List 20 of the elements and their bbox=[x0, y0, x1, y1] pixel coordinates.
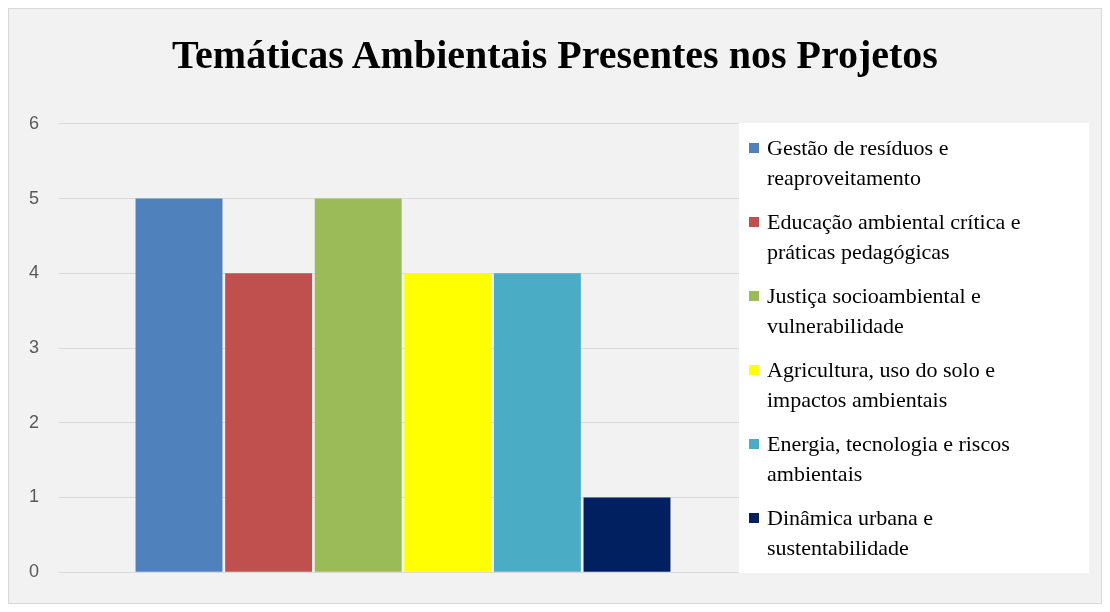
bar bbox=[314, 198, 402, 572]
bar bbox=[135, 198, 223, 572]
legend-label: Gestão de resíduos e reaproveitamento bbox=[767, 134, 950, 192]
legend-label: Justiça socioambiental e vulnerabilidade bbox=[767, 282, 982, 340]
y-tick-label: 0 bbox=[29, 561, 40, 582]
y-tick-label: 1 bbox=[29, 486, 40, 507]
y-tick-label: 3 bbox=[29, 336, 40, 357]
y-tick-label: 4 bbox=[29, 262, 40, 283]
legend-label: Energia, tecnologia e riscos ambientais bbox=[767, 430, 1011, 488]
legend-label: Dinâmica urbana e sustentabilidade bbox=[767, 504, 935, 562]
bar bbox=[225, 273, 313, 572]
legend-label: Agricultura, uso do solo e impactos ambientais bbox=[767, 356, 996, 414]
y-tick-label: 5 bbox=[29, 187, 40, 208]
bar bbox=[583, 497, 671, 572]
bar bbox=[404, 273, 492, 572]
legend-label: Educação ambiental crítica e práticas pedagógicas bbox=[767, 208, 1022, 266]
y-tick-label: 6 bbox=[29, 112, 40, 133]
bar bbox=[493, 273, 581, 572]
chart-title: Temáticas Ambientais Presentes nos Projetos bbox=[171, 31, 939, 79]
y-tick-label: 2 bbox=[29, 411, 40, 432]
